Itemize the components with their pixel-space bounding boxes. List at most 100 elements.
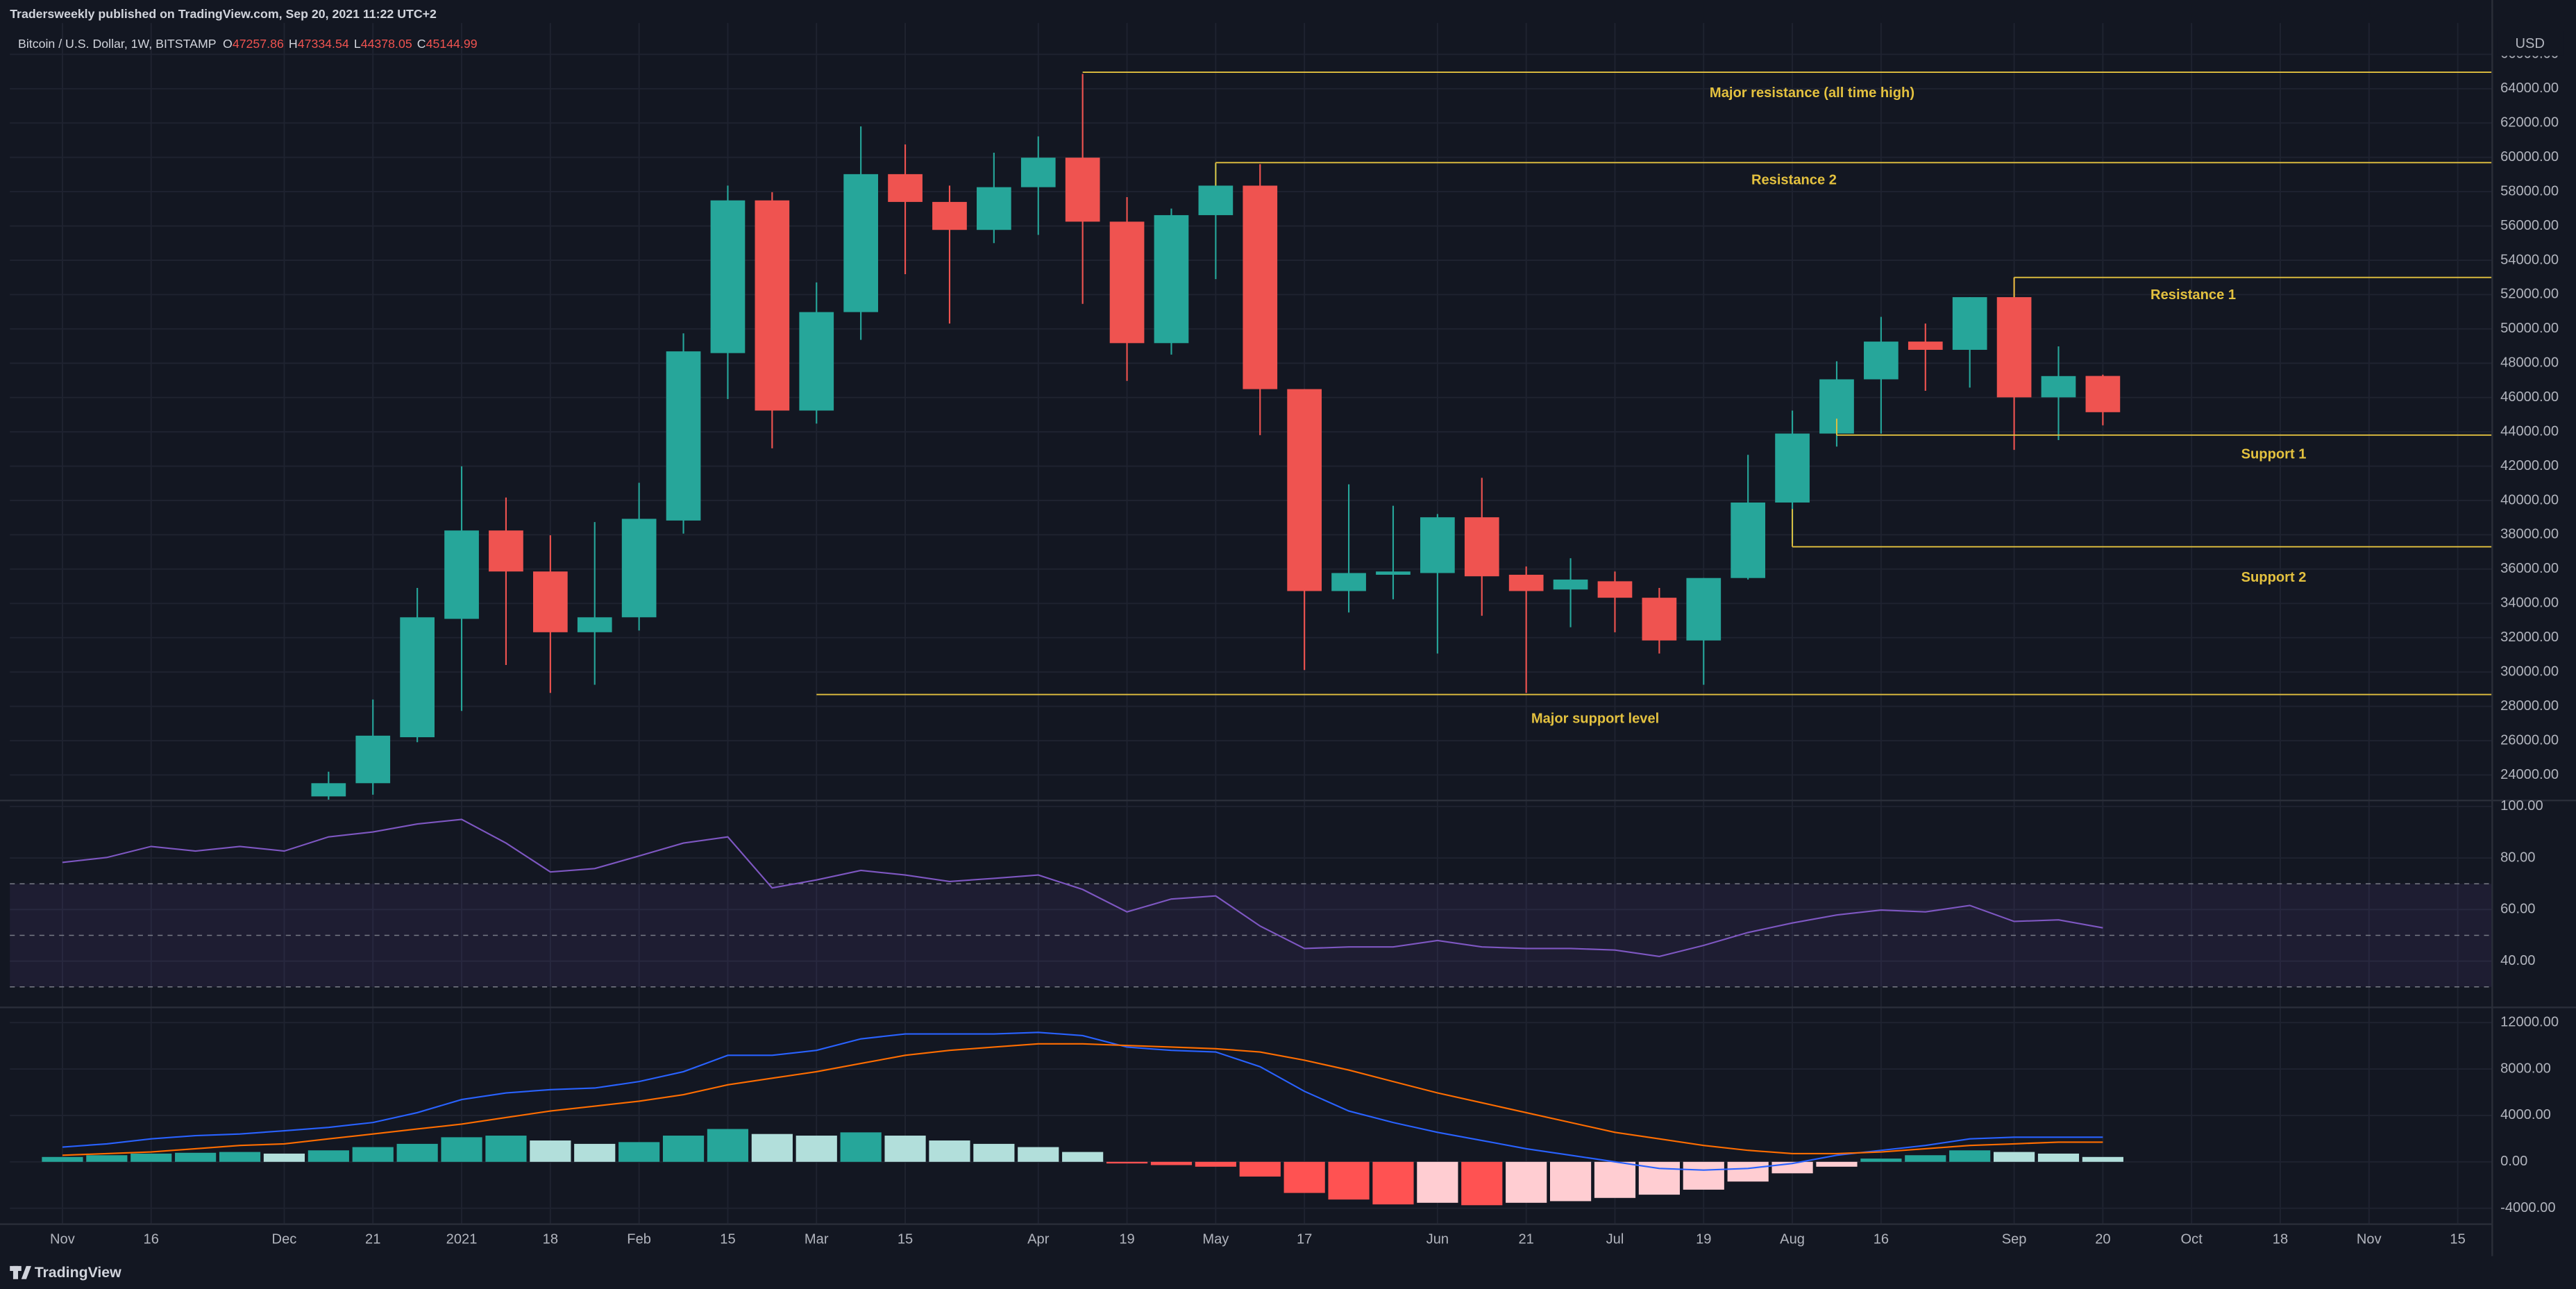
- y-tick-label: 0.00: [2500, 1154, 2527, 1169]
- ohlc-value: 47257.86: [233, 37, 284, 51]
- histogram-bar: [1594, 1161, 1636, 1198]
- x-tick-label: Feb: [627, 1231, 651, 1247]
- histogram-bar: [530, 1140, 571, 1162]
- level-label: Resistance 1: [2150, 287, 2236, 303]
- candle-body: [532, 571, 568, 632]
- x-tick-label: Dec: [272, 1231, 297, 1247]
- candle-body: [843, 174, 879, 312]
- y-tick-label: 40000.00: [2500, 492, 2559, 507]
- y-tick-label: 58000.00: [2500, 183, 2559, 199]
- histogram-bar: [751, 1134, 793, 1162]
- histogram-bar: [929, 1140, 970, 1162]
- ohlc-label: O: [223, 37, 233, 51]
- y-tick-label: 80.00: [2500, 850, 2535, 865]
- histogram-bar: [707, 1129, 749, 1162]
- plot: Major resistance (all time high) Resistan…: [10, 71, 2493, 1206]
- y-unit: USD: [2515, 36, 2544, 51]
- histogram-bar: [1727, 1161, 1769, 1182]
- x-tick-label: 19: [1119, 1231, 1134, 1247]
- candle-body: [1731, 502, 1766, 578]
- histogram-bar: [485, 1136, 527, 1162]
- y-tick-label: 34000.00: [2500, 596, 2559, 611]
- line: [62, 818, 2103, 958]
- histogram-bar: [1638, 1161, 1680, 1195]
- ohlc-value: 45144.99: [426, 37, 478, 51]
- y-tick-label: 100.00: [2500, 798, 2543, 814]
- y-tick-label: 32000.00: [2500, 630, 2559, 645]
- histogram-bar: [131, 1153, 172, 1162]
- histogram-bar: [263, 1153, 305, 1162]
- x-tick-label: Oct: [2181, 1231, 2203, 1247]
- ohlc-label: C: [417, 37, 426, 51]
- ohlc-label: L: [354, 37, 361, 51]
- candle-body: [1331, 573, 1366, 591]
- line: [62, 1031, 2103, 1171]
- histogram-bar: [1018, 1147, 1059, 1162]
- candle-body: [1464, 517, 1499, 577]
- histogram-bar: [1106, 1161, 1148, 1164]
- candle-body: [977, 187, 1011, 230]
- y-tick-label: 42000.00: [2500, 458, 2559, 473]
- candle-body: [1154, 214, 1189, 344]
- y-tick-label: 60000.00: [2500, 149, 2559, 165]
- y-tick-label: 64000.00: [2500, 81, 2559, 96]
- y-tick-label: 38000.00: [2500, 527, 2559, 542]
- histogram-bar: [86, 1155, 128, 1162]
- logo-part: [21, 1265, 31, 1279]
- y-tick-label: 56000.00: [2500, 218, 2559, 233]
- histogram-bar: [1506, 1161, 1547, 1203]
- histogram-bar: [1150, 1161, 1193, 1165]
- candle-body: [355, 735, 391, 784]
- x-tick-label: Nov: [2357, 1231, 2382, 1247]
- x-tick-label: Mar: [805, 1231, 829, 1247]
- histogram-bar: [1905, 1155, 1946, 1162]
- y-tick-label: 24000.00: [2500, 767, 2559, 782]
- candle-body: [1553, 579, 1588, 590]
- y-tick-label: 60.00: [2500, 902, 2535, 917]
- y-tick-label: 36000.00: [2500, 561, 2559, 576]
- candle-body: [1065, 158, 1100, 222]
- candle-body: [2041, 376, 2076, 398]
- y-tick-label: 4000.00: [2500, 1107, 2551, 1122]
- x-tick-label: 18: [543, 1231, 558, 1247]
- logo-part: [12, 1265, 19, 1279]
- x-tick-label: 2021: [446, 1231, 478, 1247]
- publisher: Tradersweekly published on TradingView.c…: [10, 7, 437, 21]
- y-tick-label: 46000.00: [2500, 389, 2559, 405]
- x-tick-label: Aug: [1780, 1231, 1805, 1247]
- x-tick-label: Nov: [50, 1231, 75, 1247]
- histogram-bar: [1816, 1161, 1858, 1167]
- candle-body: [444, 530, 479, 619]
- y-tick-label: 62000.00: [2500, 115, 2559, 130]
- histogram-bar: [884, 1136, 926, 1162]
- logo-icon: [10, 1265, 31, 1279]
- y-tick-label: 50000.00: [2500, 321, 2559, 336]
- y-tick-label: 54000.00: [2500, 252, 2559, 267]
- histogram-bar: [219, 1152, 261, 1162]
- y-tick-label: 44000.00: [2500, 423, 2559, 439]
- histogram-bar: [1062, 1152, 1104, 1162]
- histogram-bar: [1683, 1161, 1724, 1190]
- histogram-bar: [1417, 1161, 1458, 1203]
- candle-body: [1243, 185, 1278, 389]
- y-tick-label: 26000.00: [2500, 732, 2559, 748]
- histogram-bar: [662, 1136, 705, 1162]
- candle-body: [400, 617, 435, 738]
- candle-body: [1376, 571, 1411, 575]
- x-tick-label: 16: [144, 1231, 159, 1247]
- rsi-band: [10, 884, 2493, 987]
- histogram-bar: [308, 1150, 349, 1162]
- candle-body: [888, 174, 923, 202]
- level-label: Support 2: [2241, 570, 2307, 585]
- candle-body: [1109, 221, 1145, 344]
- y-tick-label: 12000.00: [2500, 1015, 2559, 1030]
- candle-body: [932, 201, 967, 230]
- x-tick-label: 16: [1874, 1231, 1889, 1247]
- histogram-bar: [1239, 1161, 1281, 1177]
- candle-body: [710, 200, 746, 353]
- footer-bar: [0, 1256, 2576, 1289]
- level-label: Support 1: [2241, 447, 2307, 462]
- symbol-line: Bitcoin / U.S. Dollar, 1W, BITSTAMP O4725…: [18, 37, 478, 51]
- histogram-bar: [1372, 1161, 1414, 1205]
